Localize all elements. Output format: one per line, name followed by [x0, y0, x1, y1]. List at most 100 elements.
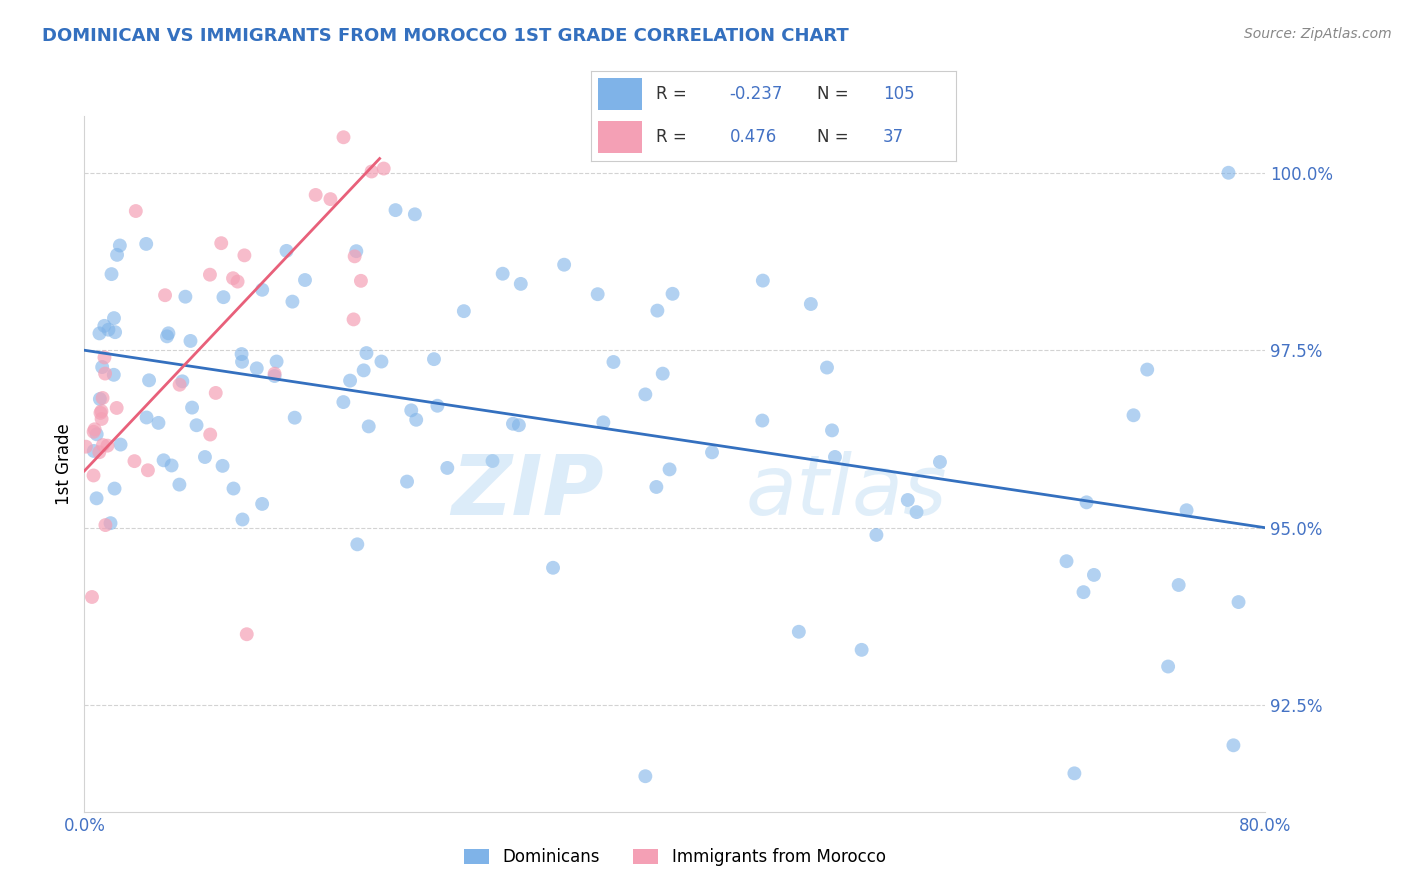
Point: [1122, 409, 1144, 423]
Point: [602, 355, 624, 369]
Point: [399, 403, 422, 417]
Point: [405, 413, 427, 427]
Point: [90, 412, 112, 426]
Point: [103, 368, 125, 382]
Point: [75, 440, 97, 454]
Point: [634, 769, 657, 783]
Point: [91, 391, 114, 405]
Point: [105, 401, 128, 415]
Point: [356, 346, 378, 360]
Text: 0.476: 0.476: [730, 128, 776, 146]
Point: [1136, 362, 1159, 376]
Point: [396, 475, 419, 489]
Point: [305, 188, 328, 202]
Point: [350, 274, 373, 288]
Point: [266, 354, 288, 368]
Point: [136, 463, 159, 477]
Text: N =: N =: [817, 85, 849, 103]
Point: [342, 312, 364, 326]
Point: [157, 326, 180, 341]
Point: [94, 367, 117, 381]
Point: [263, 367, 285, 381]
Text: R =: R =: [657, 85, 688, 103]
Point: [453, 304, 475, 318]
Point: [186, 418, 208, 433]
Point: [294, 273, 316, 287]
Point: [541, 561, 564, 575]
Point: [103, 311, 125, 326]
Point: [645, 480, 668, 494]
Point: [276, 244, 298, 258]
Point: [89, 406, 111, 420]
Point: [346, 537, 368, 551]
Point: [181, 401, 204, 415]
Point: [332, 395, 354, 409]
Point: [250, 283, 273, 297]
Point: [93, 351, 115, 365]
Point: [83, 444, 105, 458]
Point: [80, 590, 103, 604]
Point: [634, 387, 657, 401]
Point: [83, 468, 105, 483]
Point: [174, 290, 197, 304]
Point: [89, 445, 111, 459]
Point: [108, 238, 131, 252]
Point: [86, 491, 108, 506]
Point: [592, 415, 614, 429]
Point: [103, 482, 125, 496]
Point: [90, 404, 112, 418]
Point: [332, 130, 354, 145]
Point: [492, 267, 515, 281]
Point: [89, 326, 111, 341]
Point: [586, 287, 609, 301]
Point: [194, 450, 217, 464]
Point: [824, 450, 846, 464]
Point: [105, 248, 128, 262]
Point: [231, 347, 253, 361]
Point: [104, 325, 127, 339]
Point: [172, 374, 194, 388]
Point: [897, 493, 920, 508]
Point: [169, 477, 191, 491]
Point: [509, 277, 531, 291]
Point: [553, 258, 575, 272]
Point: [404, 207, 426, 221]
Point: [426, 399, 449, 413]
Point: [357, 419, 380, 434]
Text: 105: 105: [883, 85, 914, 103]
Point: [156, 329, 179, 343]
Point: [97, 323, 120, 337]
Point: [339, 374, 361, 388]
Point: [508, 418, 530, 433]
Point: [222, 271, 245, 285]
Point: [200, 427, 222, 442]
Point: [865, 528, 887, 542]
Point: [787, 624, 810, 639]
Point: [661, 286, 683, 301]
Point: [502, 417, 524, 431]
Point: [226, 275, 249, 289]
Point: [100, 267, 122, 281]
Point: [204, 386, 226, 401]
Bar: [598, 78, 641, 110]
Point: [212, 290, 235, 304]
Point: [905, 505, 928, 519]
Text: 37: 37: [883, 128, 904, 146]
Point: [353, 363, 375, 377]
Point: [752, 274, 775, 288]
Point: [125, 204, 148, 219]
Y-axis label: 1st Grade: 1st Grade: [55, 423, 73, 505]
Text: Source: ZipAtlas.com: Source: ZipAtlas.com: [1244, 27, 1392, 41]
Point: [152, 453, 174, 467]
Point: [179, 334, 201, 348]
Point: [209, 236, 232, 251]
Point: [1167, 578, 1189, 592]
Point: [281, 294, 304, 309]
Text: -0.237: -0.237: [730, 85, 783, 103]
Point: [135, 236, 157, 251]
Point: [751, 413, 773, 427]
Point: [83, 425, 105, 439]
Text: R =: R =: [657, 128, 688, 146]
Point: [100, 516, 122, 530]
Point: [153, 288, 176, 302]
